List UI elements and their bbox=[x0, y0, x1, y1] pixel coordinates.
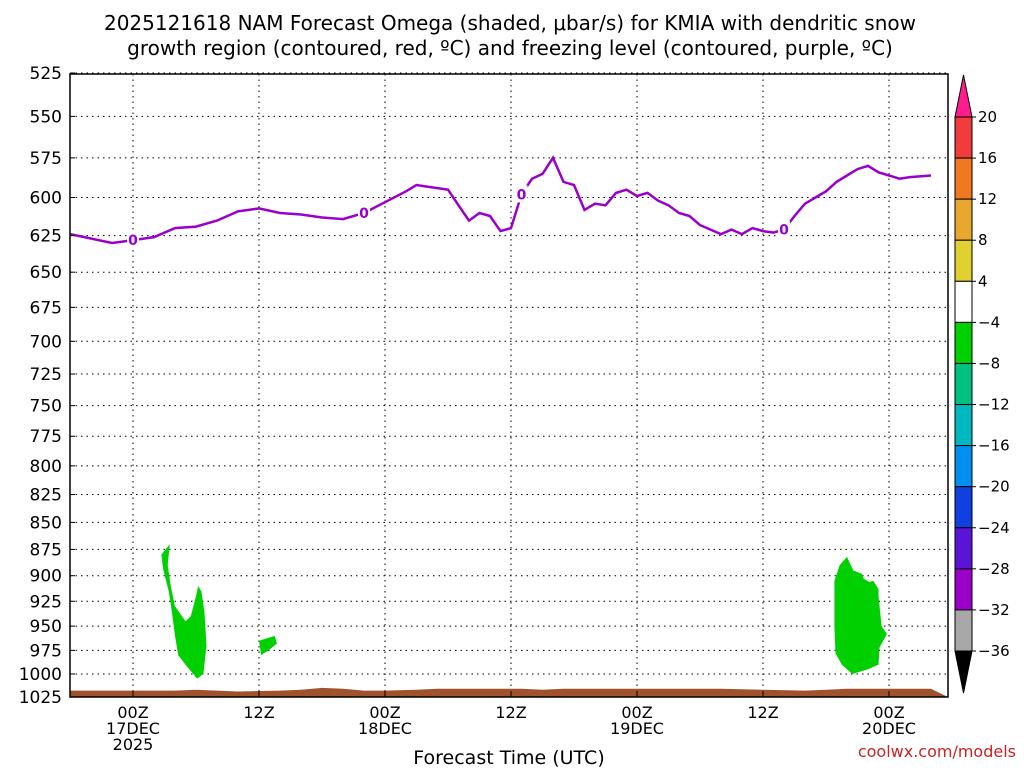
colorbar-label-9: −20 bbox=[978, 478, 1010, 496]
chart-title-line2: growth region (contoured, red, ºC) and f… bbox=[127, 36, 893, 60]
colorbar-segment-2 bbox=[954, 198, 973, 241]
ytick-label-625: 625 bbox=[30, 227, 62, 247]
colorbar-segment-6 bbox=[954, 362, 973, 406]
colorbar-segment-0 bbox=[954, 116, 973, 159]
ytick-label-575: 575 bbox=[30, 149, 62, 169]
omega-region-c bbox=[834, 556, 887, 674]
credit-text: coolwx.com/models bbox=[858, 742, 1016, 761]
xtick-label-60-0: 12Z bbox=[747, 703, 778, 722]
colorbar-label-11: −28 bbox=[978, 560, 1010, 578]
colorbar-label-0: 20 bbox=[978, 108, 997, 126]
y-axis-ticks: 525 550 575 600 625 650 675 700 725 750 775 800 825 8… bbox=[19, 64, 75, 708]
colorbar-label-8: −16 bbox=[978, 437, 1010, 455]
freezing-level-contour: 0 0 0 0 bbox=[70, 155, 932, 249]
ytick-label-525: 525 bbox=[30, 64, 62, 84]
colorbar-label-4: 4 bbox=[978, 272, 988, 290]
colorbar-label-5: −4 bbox=[978, 313, 1000, 331]
colorbar-top-arrow bbox=[954, 74, 973, 118]
ytick-label-550: 550 bbox=[30, 107, 62, 127]
colorbar-label-1: 16 bbox=[978, 149, 997, 167]
ytick-label-850: 850 bbox=[30, 513, 62, 533]
ytick-label-775: 775 bbox=[30, 427, 62, 447]
contour-label-bg-22 bbox=[358, 203, 370, 221]
ytick-label-800: 800 bbox=[30, 457, 62, 477]
colorbar-segment-9 bbox=[954, 486, 973, 529]
ytick-label-725: 725 bbox=[30, 365, 62, 385]
xtick-label-72-0: 00Z bbox=[873, 703, 904, 722]
colorbar-label-10: −24 bbox=[978, 519, 1010, 537]
xtick-label-0-2: 2025 bbox=[113, 735, 154, 754]
ground-surface bbox=[70, 687, 948, 697]
freezing-level-line bbox=[70, 155, 932, 245]
colorbar-segment-5 bbox=[954, 321, 973, 364]
ground-fill bbox=[70, 687, 948, 697]
contour-label-0: 0 bbox=[128, 233, 138, 249]
ytick-label-825: 825 bbox=[30, 486, 62, 506]
contour-label-bg-37 bbox=[515, 185, 528, 203]
ytick-label-650: 650 bbox=[30, 263, 62, 283]
ytick-label-875: 875 bbox=[30, 540, 62, 560]
plot-frame bbox=[69, 73, 949, 698]
omega-shading bbox=[161, 544, 887, 679]
chart-title-line1: 2025121618 NAM Forecast Omega (shaded, μ… bbox=[104, 11, 916, 35]
contour-label-37: 0 bbox=[517, 187, 527, 203]
xtick-label-0-0: 00Z bbox=[117, 703, 148, 722]
contour-label-22: 0 bbox=[359, 206, 369, 222]
ytick-label-975: 975 bbox=[30, 641, 62, 661]
colorbar-bottom-arrow bbox=[954, 650, 973, 694]
xtick-label-24-1: 18DEC bbox=[358, 719, 412, 738]
ytick-label-925: 925 bbox=[30, 592, 62, 612]
contour-label-bg-0 bbox=[127, 231, 139, 249]
xtick-label-72-1: 20DEC bbox=[862, 719, 916, 738]
colorbar-label-12: −32 bbox=[978, 601, 1010, 619]
contour-label-bg-62 bbox=[778, 220, 790, 238]
colorbar-label-7: −12 bbox=[978, 396, 1010, 414]
colorbar-segment-7 bbox=[954, 404, 973, 447]
xtick-label-0-1: 17DEC bbox=[106, 719, 160, 738]
contour-label-62: 0 bbox=[779, 223, 789, 239]
colorbar-label-3: 8 bbox=[978, 231, 988, 249]
colorbar-segment-1 bbox=[954, 157, 973, 200]
colorbar-segment-10 bbox=[954, 527, 973, 570]
omega-region-b bbox=[259, 635, 277, 656]
omega-region-a bbox=[161, 544, 207, 679]
x-axis-label: Forecast Time (UTC) bbox=[413, 747, 604, 768]
xtick-label-24-0: 00Z bbox=[369, 703, 400, 722]
xtick-label-36-0: 12Z bbox=[495, 703, 526, 722]
colorbar-segment-4 bbox=[954, 280, 973, 323]
colorbar-segment-3 bbox=[954, 239, 973, 282]
colorbar-label-13: −36 bbox=[978, 642, 1010, 660]
colorbar: 20 16 12 8 4 −4 −8 −12 −16 −20 −24 −28 −32 −36 bbox=[954, 74, 1010, 694]
colorbar-segment-11 bbox=[954, 568, 973, 611]
ytick-label-1025: 1025 bbox=[19, 688, 62, 708]
colorbar-label-6: −8 bbox=[978, 354, 1000, 372]
colorbar-segment-12 bbox=[954, 609, 973, 652]
ytick-label-900: 900 bbox=[30, 567, 62, 587]
ytick-label-950: 950 bbox=[30, 617, 62, 637]
xtick-label-48-1: 19DEC bbox=[610, 719, 664, 738]
ytick-label-675: 675 bbox=[30, 298, 62, 318]
ytick-label-1000: 1000 bbox=[19, 665, 62, 685]
ytick-label-750: 750 bbox=[30, 397, 62, 417]
xtick-label-12-0: 12Z bbox=[243, 703, 274, 722]
colorbar-label-2: 12 bbox=[978, 190, 997, 208]
ytick-label-700: 700 bbox=[30, 332, 62, 352]
xtick-label-48-0: 00Z bbox=[621, 703, 652, 722]
grid-lines bbox=[70, 72, 948, 697]
ytick-label-600: 600 bbox=[30, 189, 62, 209]
colorbar-segment-8 bbox=[954, 445, 973, 488]
